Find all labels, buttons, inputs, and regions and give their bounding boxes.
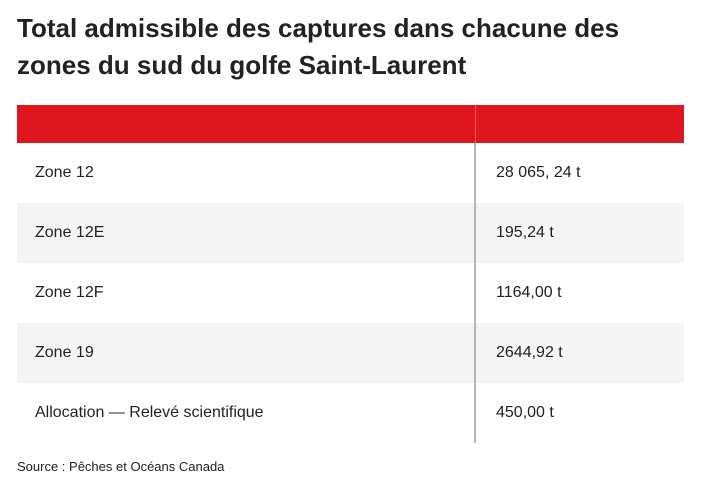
header-cell-zone [17, 105, 476, 143]
table-row: Allocation — Relevé scientifique 450,00 … [17, 383, 684, 443]
value-cell: 28 065, 24 t [474, 143, 684, 203]
value-cell: 450,00 t [474, 383, 684, 443]
zone-cell: Zone 12E [17, 203, 475, 263]
tac-table: Zone 12 28 065, 24 t Zone 12E 195,24 t Z… [17, 105, 684, 443]
table-row: Zone 12 28 065, 24 t [17, 143, 684, 203]
table-row: Zone 12E 195,24 t [17, 203, 684, 263]
value-cell: 1164,00 t [474, 263, 684, 323]
table-row: Zone 19 2644,92 t [17, 323, 684, 383]
source-note: Source : Pêches et Océans Canada [17, 459, 225, 474]
value-cell: 2644,92 t [474, 323, 684, 383]
value-cell: 195,24 t [474, 203, 684, 263]
header-cell-value [475, 105, 684, 143]
zone-cell: Zone 12F [35, 284, 104, 301]
table-header-row [17, 105, 684, 143]
zone-cell: Zone 19 [17, 323, 475, 383]
zone-cell: Allocation — Relevé scientifique [35, 404, 264, 421]
table-row: Zone 12F 1164,00 t [17, 263, 684, 323]
zone-cell: Zone 12 [35, 164, 94, 181]
table-title: Total admissible des captures dans chacu… [17, 13, 620, 80]
